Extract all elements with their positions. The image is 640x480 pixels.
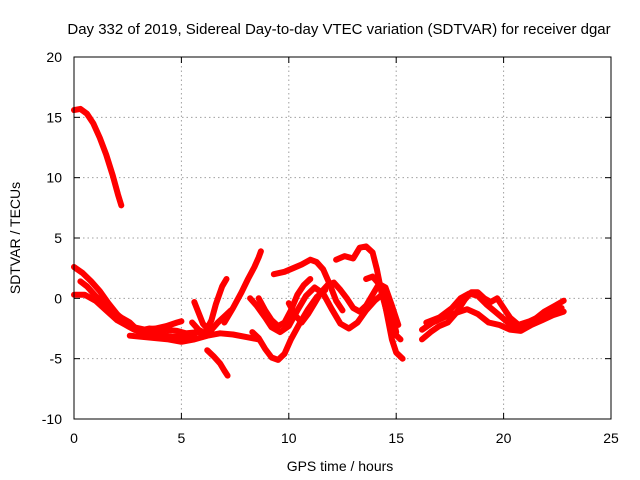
series-line-arc-3 [71,291,198,340]
data-series [71,105,567,379]
series-line-arc-4 [77,278,211,338]
series-line-arc-12 [255,276,314,330]
series-line-arc-5 [126,330,262,345]
x-tick-label: 25 [603,430,619,446]
series-line-arc-1 [71,105,125,209]
x-tick-label: 10 [281,430,297,446]
y-tick-label: 0 [54,290,62,306]
y-tick-label: -10 [42,411,62,427]
series-line-arc-6 [191,276,230,332]
x-tick-label: 15 [388,430,404,446]
y-tick-label: 20 [46,49,62,65]
axis-ticks: 0 5 10 15 20 25 -10 -5 0 5 10 15 20 [42,49,619,446]
series-line-arc-19 [423,290,567,331]
x-tick-label: 20 [496,430,512,446]
series-line-arc-16 [363,273,406,362]
y-axis-label: SDTVAR / TECUs [7,182,23,294]
grid-lines [74,57,611,419]
y-tick-label: 10 [46,170,62,186]
x-axis-label: GPS time / hours [287,458,394,474]
x-tick-label: 5 [178,430,186,446]
y-tick-label: -5 [50,351,63,367]
series-line-arc-14 [270,256,346,314]
series-line-arc-8 [204,347,231,379]
chart-title: Day 332 of 2019, Sidereal Day-to-day VTE… [67,21,610,38]
series-line-arc-7 [189,307,234,337]
series-line-arc-18 [419,306,567,334]
y-tick-label: 5 [54,230,62,246]
x-tick-label: 0 [70,430,78,446]
plot-frame [73,56,612,420]
y-tick-label: 15 [46,109,62,125]
series-line-arc-9 [221,248,264,326]
